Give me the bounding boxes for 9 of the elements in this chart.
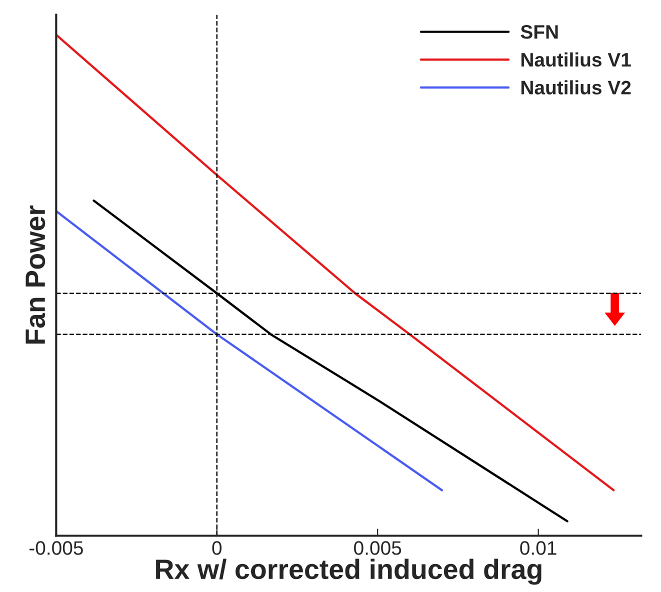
x-tick-label: 0.005 [354,541,402,555]
x-axis-title: Rx w/ corrected induced drag [156,558,542,585]
y-axis-title: Fan Power [26,205,46,344]
x-tick-label: 0.01 [520,541,556,555]
x-tick-label: 0 [212,541,222,555]
legend-label: SFN [520,25,558,39]
legend-label: Nautilius V1 [521,52,631,67]
x-tick-label: -0.005 [29,541,83,555]
legend-label: Nautilius V2 [521,80,631,94]
